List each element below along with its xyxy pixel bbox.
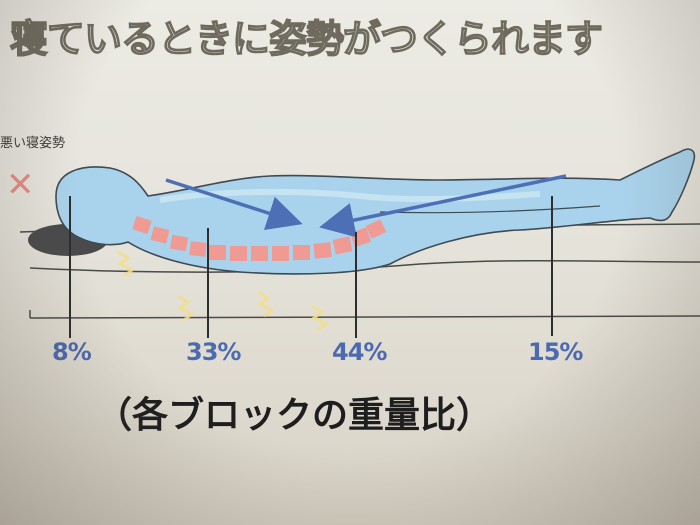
pressure-arrow-lower bbox=[319, 174, 567, 238]
spine-block bbox=[293, 245, 310, 260]
strain-marks bbox=[117, 250, 329, 332]
spine-block bbox=[272, 246, 289, 261]
spine-block bbox=[251, 246, 268, 261]
head-ratio: 8% bbox=[52, 338, 92, 366]
spine-block bbox=[313, 242, 332, 259]
spine-block bbox=[209, 245, 226, 260]
spine-block bbox=[150, 226, 170, 244]
poster-title: 寝ているときに姿勢がつくられます bbox=[9, 16, 603, 61]
hips-ratio: 44% bbox=[332, 338, 387, 366]
leg-outline bbox=[379, 205, 601, 214]
ratio-leader-lines bbox=[69, 196, 553, 338]
spine-block bbox=[365, 219, 387, 239]
torso-ratio: 33% bbox=[186, 338, 241, 366]
spine-blocks bbox=[132, 215, 387, 261]
pressure-arrow-upper bbox=[165, 178, 303, 231]
weight-ratio-caption: （各ブロックの重量比） bbox=[96, 395, 493, 436]
spine-block bbox=[189, 241, 207, 257]
spine-block bbox=[230, 246, 247, 261]
legs-ratio: 15% bbox=[528, 338, 583, 366]
body-shading bbox=[159, 188, 541, 203]
body-silhouette bbox=[55, 148, 696, 275]
spine-block bbox=[332, 236, 353, 255]
spine-block bbox=[132, 215, 152, 235]
bad-posture-x-icon: ✕ bbox=[6, 165, 35, 205]
bad-posture-label: 悪い寝姿勢 bbox=[0, 136, 66, 151]
spine-block bbox=[169, 234, 189, 252]
